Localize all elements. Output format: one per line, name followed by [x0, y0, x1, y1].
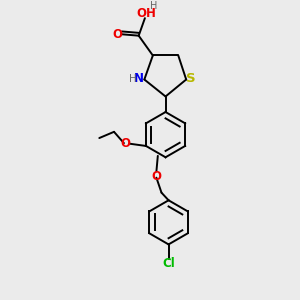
Text: O: O [152, 170, 161, 183]
Text: Cl: Cl [162, 256, 175, 270]
Text: S: S [187, 72, 196, 86]
Text: O: O [113, 28, 123, 41]
Text: H: H [150, 1, 157, 11]
Text: H: H [129, 74, 136, 84]
Text: OH: OH [136, 7, 156, 20]
Text: N: N [134, 72, 144, 86]
Text: O: O [120, 136, 130, 150]
